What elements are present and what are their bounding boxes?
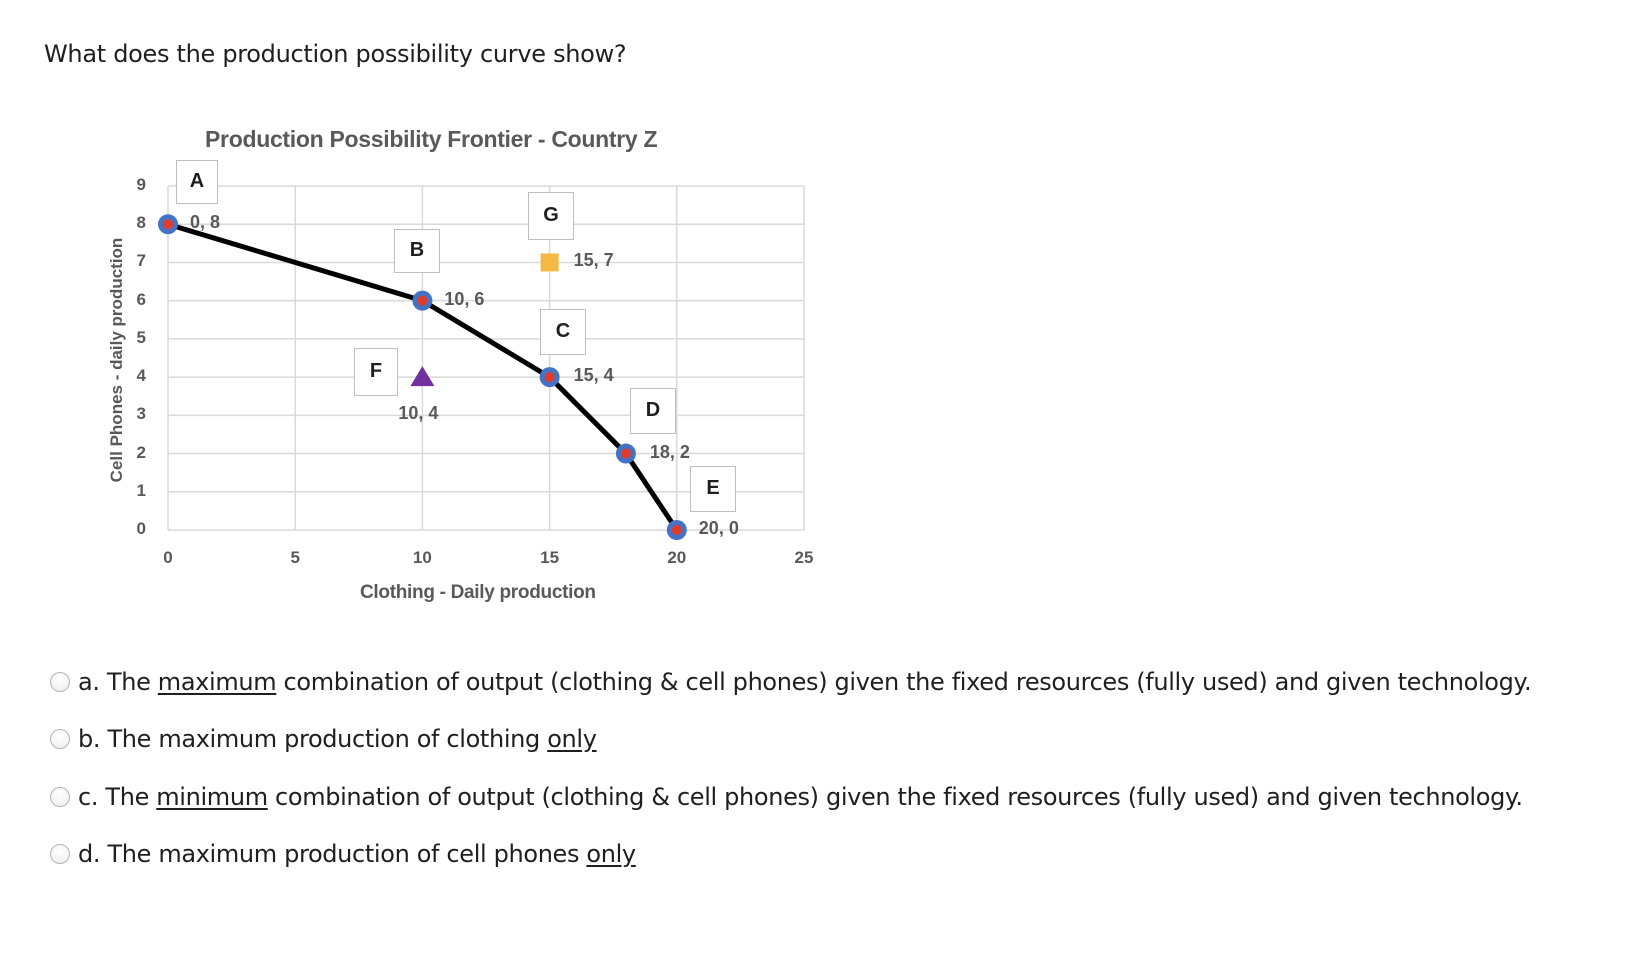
point-value-label-e: 20, 0 [698,518,739,538]
question-text: What does the production possibility cur… [44,40,627,68]
ppf-point-marker-b [412,290,433,311]
y-tick-label: 6 [136,289,146,309]
option-b-letter: b. [78,725,101,753]
plot-area [158,185,805,540]
x-tick-label: 5 [290,548,300,567]
radio-button-d[interactable] [50,844,70,864]
option-a-letter: a. [78,668,100,696]
option-d-underlined: only [586,840,636,868]
chart-title: Production Possibility Frontier - Countr… [205,126,658,152]
option-d-pre: The maximum production of cell phones [107,840,587,868]
ppf-chart: Production Possibility Frontier - Countr… [0,0,900,640]
option-c-letter: c. [78,783,99,811]
point-letter-box-a: A [176,160,218,204]
x-axis-title: Clothing - Daily production [360,582,596,603]
option-c-pre: The [105,783,157,811]
y-tick-label: 0 [136,519,146,538]
option-b[interactable]: b. The maximum production of clothing on… [50,725,597,753]
point-value-label-b: 10, 6 [444,288,485,309]
grid-lines [167,185,805,531]
y-tick-label: 5 [136,327,146,347]
radio-button-a[interactable] [50,672,70,692]
option-b-pre: The maximum production of clothing [107,725,548,753]
point-value-label-c: 15, 4 [573,365,614,386]
point-value-label-g: 15, 7 [573,250,614,271]
point-letter-box-e: E [690,466,736,512]
point-letter-box-d: D [630,388,676,434]
point-value-label-f: 10, 4 [398,403,439,424]
option-a-underlined: maximum [157,668,277,696]
option-b-underlined: only [547,725,597,753]
point-letter-box-c: C [540,309,586,355]
point-letter-box-f: F [354,348,398,396]
ppf-point-marker-a [158,214,178,235]
point-value-label-d: 18, 2 [649,441,690,462]
x-tick-label: 15 [540,548,560,567]
y-tick-label: 1 [136,480,146,500]
data-markers [158,214,687,540]
option-c-post: combination of output (clothing & cell p… [267,783,1523,811]
option-c-underlined: minimum [156,783,268,811]
point-letter-box-g: G [528,192,574,240]
x-tick-label: 20 [667,548,687,567]
x-tick-label: 0 [163,548,173,567]
x-tick-label: 25 [794,548,814,567]
radio-button-b[interactable] [50,729,70,749]
x-tick-label: 10 [412,548,432,567]
square-marker-g [540,253,559,272]
ppf-point-marker-e [666,520,687,540]
y-tick-label: 8 [136,213,146,233]
y-tick-label: 4 [136,366,146,386]
y-tick-label: 2 [136,442,146,462]
point-value-label-a: 0, 8 [190,212,221,233]
triangle-marker-f [410,366,435,387]
radio-button-c[interactable] [50,787,70,807]
ppf-point-marker-c [539,367,560,388]
option-a[interactable]: a. The maximum combination of output (cl… [50,668,1532,696]
option-a-post: combination of output (clothing & cell p… [276,668,1532,696]
y-tick-label: 7 [136,251,146,271]
option-d[interactable]: d. The maximum production of cell phones… [50,840,636,868]
y-tick-label: 3 [136,404,146,424]
option-d-letter: d. [78,840,101,868]
ppf-point-marker-d [615,443,636,464]
option-a-pre: The [106,668,158,696]
y-tick-label: 9 [136,175,146,194]
option-c[interactable]: c. The minimum combination of output (cl… [50,783,1523,811]
point-letter-box-b: B [394,229,440,273]
